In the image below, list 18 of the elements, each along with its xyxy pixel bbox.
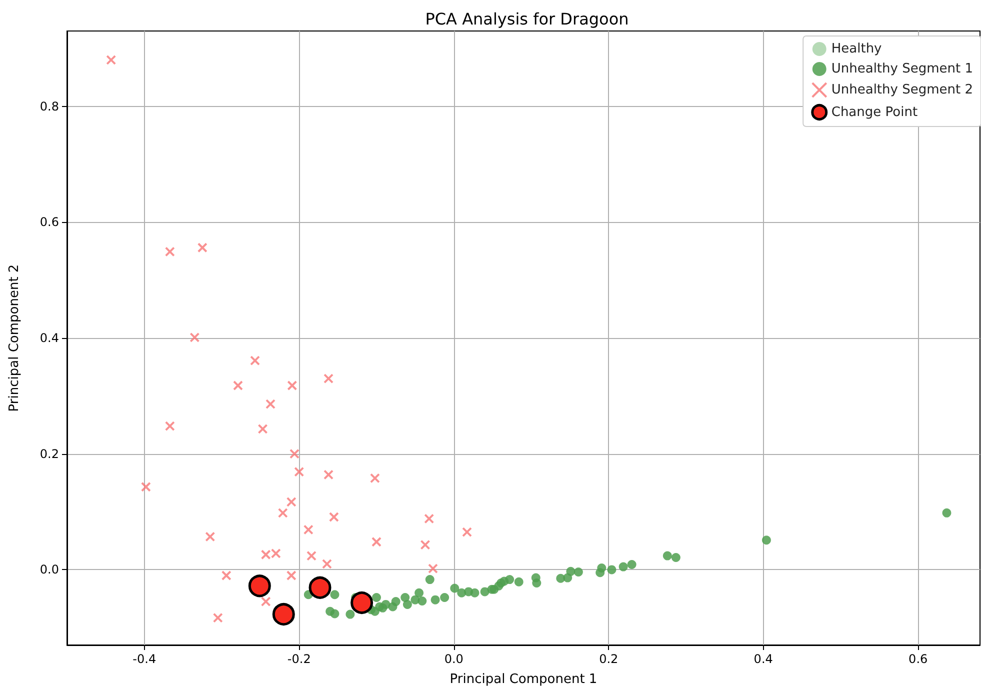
legend-label: Change Point bbox=[831, 104, 918, 120]
x-axis-title: Principal Component 1 bbox=[450, 672, 598, 687]
chart-title: PCA Analysis for Dragoon bbox=[425, 10, 629, 28]
x-tick-label: 0.2 bbox=[599, 652, 618, 666]
x-tick-label: -0.2 bbox=[287, 652, 311, 666]
legend-label: Unhealthy Segment 1 bbox=[831, 62, 974, 76]
y-tick-label: 0.2 bbox=[40, 446, 59, 461]
legend-label: Unhealthy Segment 2 bbox=[831, 82, 974, 98]
x-tick-label: 0.0 bbox=[444, 652, 464, 666]
y-tick-label: 0.6 bbox=[40, 215, 59, 230]
x-tick-label: 0.6 bbox=[908, 652, 928, 666]
legend-label: Healthy bbox=[831, 42, 882, 56]
y-axis-title: Principal Component 2 bbox=[7, 264, 22, 412]
y-tick-label: 0.8 bbox=[40, 99, 59, 114]
y-tick-label: 0.4 bbox=[40, 331, 59, 345]
x-tick-label: -0.4 bbox=[132, 652, 156, 666]
y-tick-label: 0.0 bbox=[40, 562, 59, 577]
x-tick-label: 0.4 bbox=[754, 652, 773, 666]
